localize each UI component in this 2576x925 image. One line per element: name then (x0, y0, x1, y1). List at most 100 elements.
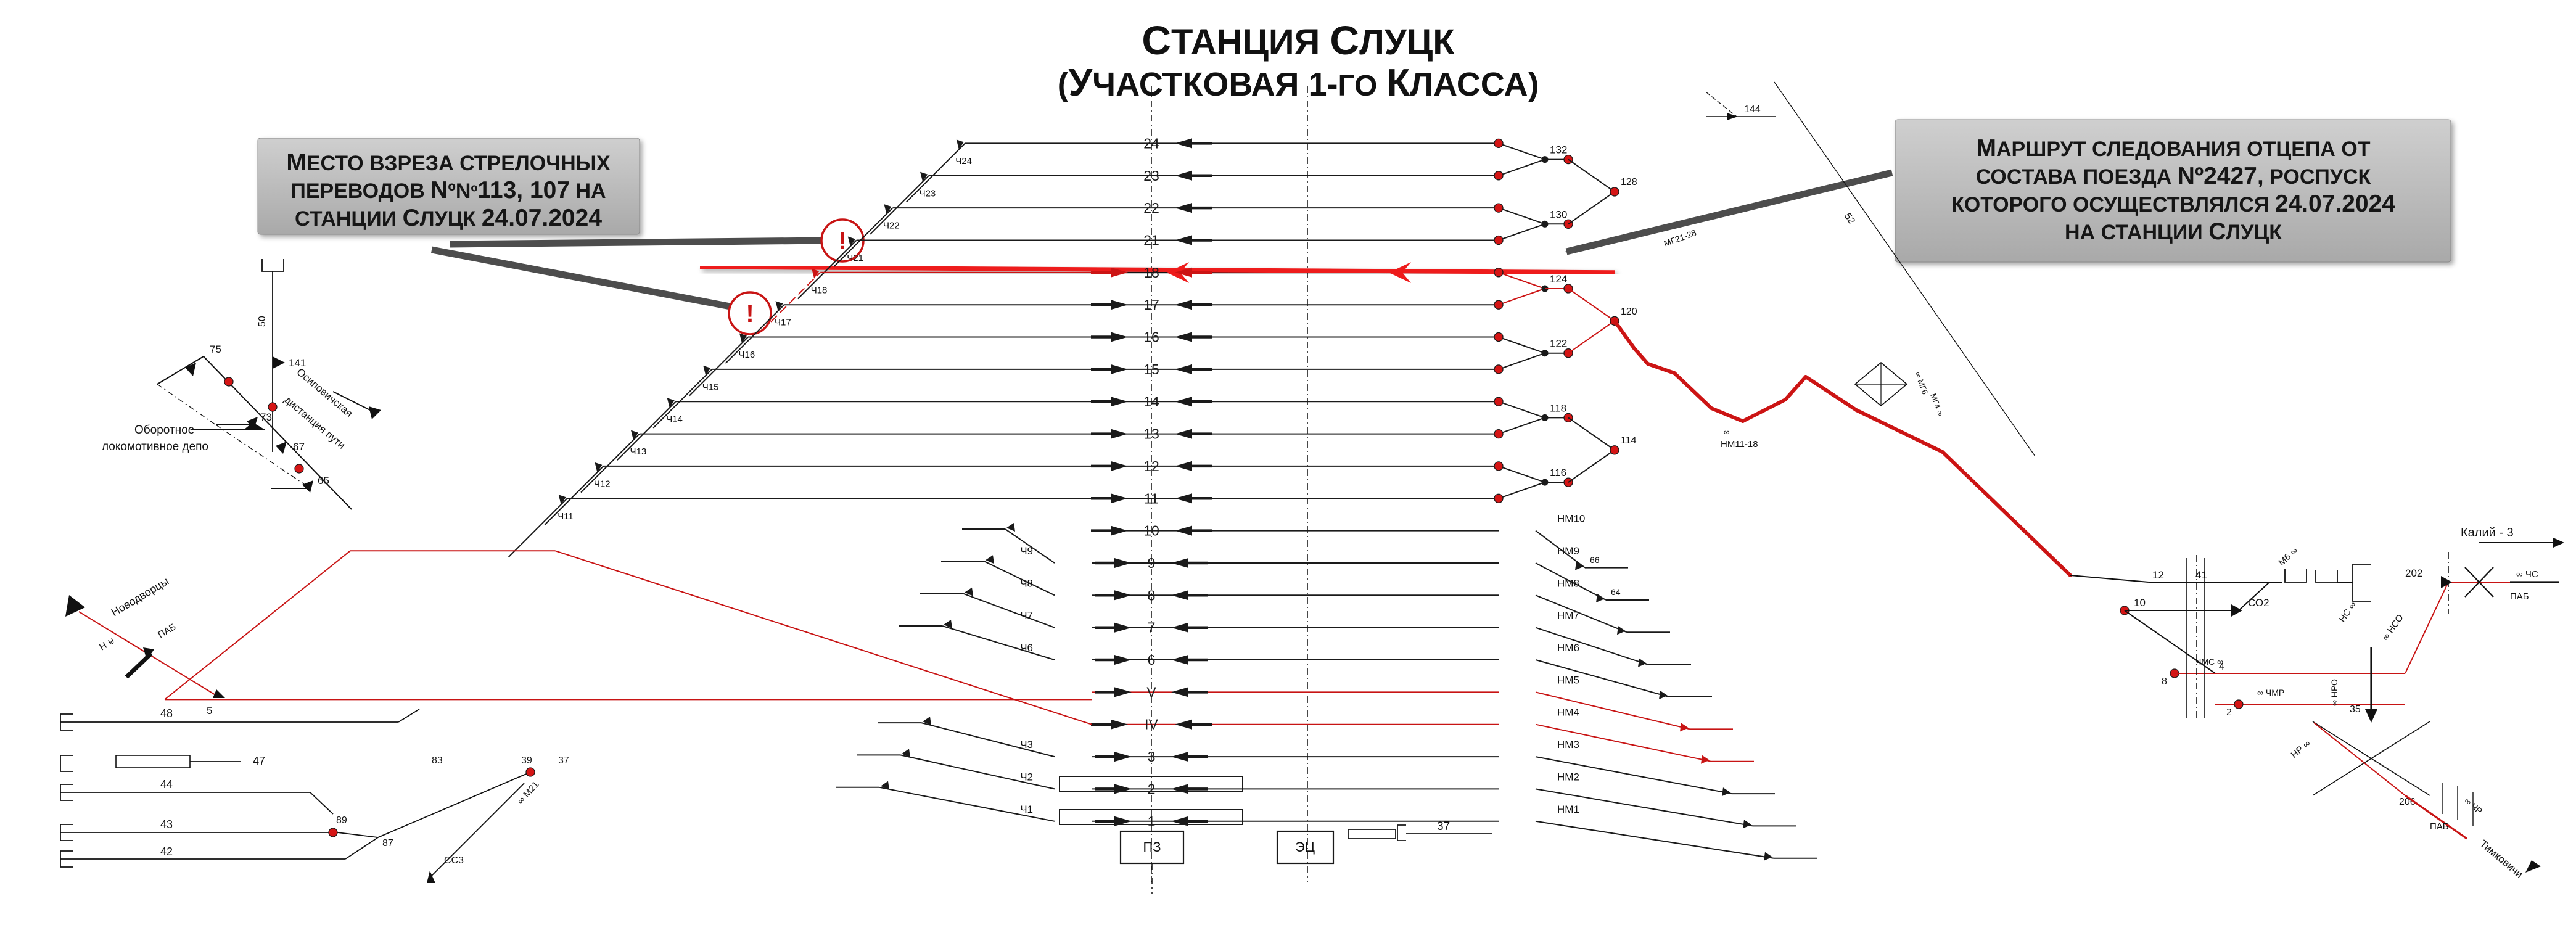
svg-text:23: 23 (1143, 168, 1159, 184)
svg-text:67: 67 (293, 441, 305, 453)
svg-text:Ч3: Ч3 (1020, 739, 1033, 750)
svg-text:6: 6 (1148, 652, 1156, 668)
svg-text:114: 114 (1621, 435, 1637, 446)
svg-text:НМ3: НМ3 (1557, 739, 1579, 750)
svg-text:ПЗ: ПЗ (1143, 839, 1161, 855)
svg-text:44: 44 (160, 778, 173, 791)
svg-text:∞ ЧС: ∞ ЧС (2516, 569, 2538, 580)
svg-text:Ч9: Ч9 (1020, 545, 1033, 557)
svg-text:локомотивное депо: локомотивное депо (102, 440, 208, 453)
svg-text:Оборотное: Оборотное (134, 424, 194, 437)
svg-text:37: 37 (1437, 820, 1450, 833)
svg-text:12: 12 (1143, 458, 1159, 474)
svg-text:ЭЦ: ЭЦ (1295, 839, 1315, 855)
svg-text:17: 17 (1143, 297, 1159, 313)
svg-text:СТАНЦИЯ СЛУЦК: СТАНЦИЯ СЛУЦК (1142, 17, 1455, 63)
svg-text:Ч18: Ч18 (811, 285, 828, 295)
svg-text:7: 7 (1148, 620, 1156, 636)
svg-text:41: 41 (2195, 569, 2207, 581)
svg-text:89: 89 (336, 815, 347, 826)
svg-text:14: 14 (1143, 393, 1159, 409)
svg-text:СТАНЦИИ СЛУЦК 24.07.2024: СТАНЦИИ СЛУЦК 24.07.2024 (295, 205, 602, 231)
svg-text:НМ10: НМ10 (1557, 513, 1585, 525)
svg-text:144: 144 (1744, 104, 1761, 115)
svg-text:13: 13 (1143, 426, 1159, 442)
svg-text:НМ1: НМ1 (1557, 804, 1579, 815)
svg-text:СОСТАВА ПОЕЗДА Nº2427, РОСПУСК: СОСТАВА ПОЕЗДА Nº2427, РОСПУСК (1976, 163, 2371, 189)
svg-text:(УЧАСТКОВАЯ 1-ГО КЛАССА): (УЧАСТКОВАЯ 1-ГО КЛАССА) (1058, 62, 1539, 104)
svg-text:Ч11: Ч11 (558, 511, 574, 522)
svg-text:Калий - 3: Калий - 3 (2461, 526, 2514, 540)
svg-text:ПАБ: ПАБ (2430, 821, 2449, 832)
svg-text:202: 202 (2405, 567, 2422, 579)
svg-text:МАРШРУТ СЛЕДОВАНИЯ ОТЦЕПА ОТ: МАРШРУТ СЛЕДОВАНИЯ ОТЦЕПА ОТ (1976, 135, 2370, 162)
svg-text:Ч21: Ч21 (847, 253, 863, 263)
svg-text:9: 9 (1148, 555, 1156, 571)
svg-text:35: 35 (2350, 704, 2361, 715)
svg-text:2: 2 (1148, 781, 1156, 797)
svg-text:73: 73 (260, 411, 272, 423)
svg-text:18: 18 (1143, 265, 1159, 281)
svg-text:НМ2: НМ2 (1557, 771, 1579, 783)
svg-text:116: 116 (1550, 467, 1566, 479)
svg-text:ЧМС ∞: ЧМС ∞ (2195, 657, 2223, 667)
svg-text:ПЕРЕВОДОВ NºNº113, 107 НА: ПЕРЕВОДОВ NºNº113, 107 НА (290, 177, 606, 204)
svg-text:10: 10 (2134, 597, 2146, 609)
svg-text:Ч24: Ч24 (955, 156, 972, 166)
svg-text:22: 22 (1143, 200, 1159, 216)
svg-text:Ч1: Ч1 (1020, 804, 1033, 815)
svg-text:Ч15: Ч15 (702, 382, 719, 392)
svg-text:НМ8: НМ8 (1557, 577, 1579, 589)
svg-text:Ч8: Ч8 (1020, 577, 1033, 589)
svg-text:∞ НРО: ∞ НРО (2329, 679, 2339, 706)
svg-text:Ч14: Ч14 (666, 414, 683, 425)
svg-text:65: 65 (318, 475, 329, 487)
svg-text:IV: IV (1145, 717, 1158, 733)
svg-text:Ч23: Ч23 (920, 188, 936, 199)
svg-text:МЕСТО ВЗРЕЗА СТРЕЛОЧНЫХ: МЕСТО ВЗРЕЗА СТРЕЛОЧНЫХ (286, 149, 611, 176)
svg-text:НМ5: НМ5 (1557, 674, 1579, 686)
svg-text:48: 48 (160, 707, 173, 720)
svg-text:10: 10 (1143, 523, 1159, 539)
svg-text:Ч13: Ч13 (630, 446, 647, 457)
svg-text:НМ7: НМ7 (1557, 610, 1579, 622)
svg-text:∞ ЧМР: ∞ ЧМР (2257, 688, 2284, 697)
svg-text:43: 43 (160, 818, 173, 831)
svg-text:12: 12 (2152, 569, 2164, 581)
svg-text:КОТОРОГО ОСУЩЕСТВЛЯЛСЯ 24.07.: КОТОРОГО ОСУЩЕСТВЛЯЛСЯ 24.07.2024 (1951, 191, 2395, 217)
svg-text:64: 64 (1611, 587, 1621, 597)
svg-text:Ч6: Ч6 (1020, 642, 1033, 654)
svg-text:66: 66 (1590, 555, 1600, 565)
svg-text:124: 124 (1550, 273, 1567, 285)
svg-text:Ч16: Ч16 (739, 350, 755, 360)
svg-text:СС3: СС3 (444, 855, 464, 866)
svg-text:3: 3 (1148, 749, 1156, 765)
svg-text:∞: ∞ (1724, 427, 1729, 437)
svg-text:42: 42 (160, 845, 173, 858)
svg-text:37: 37 (558, 755, 569, 766)
svg-text:87: 87 (382, 838, 393, 849)
svg-text:128: 128 (1621, 177, 1637, 187)
svg-text:НА СТАНЦИИ СЛУЦК: НА СТАНЦИИ СЛУЦК (2065, 218, 2282, 245)
svg-text:V: V (1146, 684, 1156, 700)
svg-text:НМ11-18: НМ11-18 (1721, 439, 1758, 450)
svg-text:8: 8 (1148, 587, 1156, 603)
svg-text:ПАБ: ПАБ (2510, 591, 2529, 602)
svg-text:НМ9: НМ9 (1557, 545, 1579, 557)
svg-text:132: 132 (1550, 144, 1567, 156)
svg-text:Ч22: Ч22 (883, 221, 900, 231)
svg-text:83: 83 (432, 755, 443, 766)
svg-text:2: 2 (2226, 707, 2232, 718)
svg-text:Ч17: Ч17 (775, 318, 791, 328)
svg-text:24: 24 (1143, 135, 1159, 151)
svg-text:118: 118 (1550, 402, 1566, 414)
svg-text:5: 5 (207, 705, 212, 717)
svg-text:16: 16 (1143, 329, 1159, 345)
svg-text:НМ6: НМ6 (1557, 642, 1579, 654)
svg-text:Ч12: Ч12 (594, 479, 611, 489)
svg-text:11: 11 (1144, 490, 1159, 506)
svg-text:8: 8 (2162, 676, 2167, 687)
svg-text:50: 50 (257, 316, 268, 327)
svg-text:75: 75 (210, 343, 221, 355)
svg-text:!: ! (746, 300, 754, 327)
